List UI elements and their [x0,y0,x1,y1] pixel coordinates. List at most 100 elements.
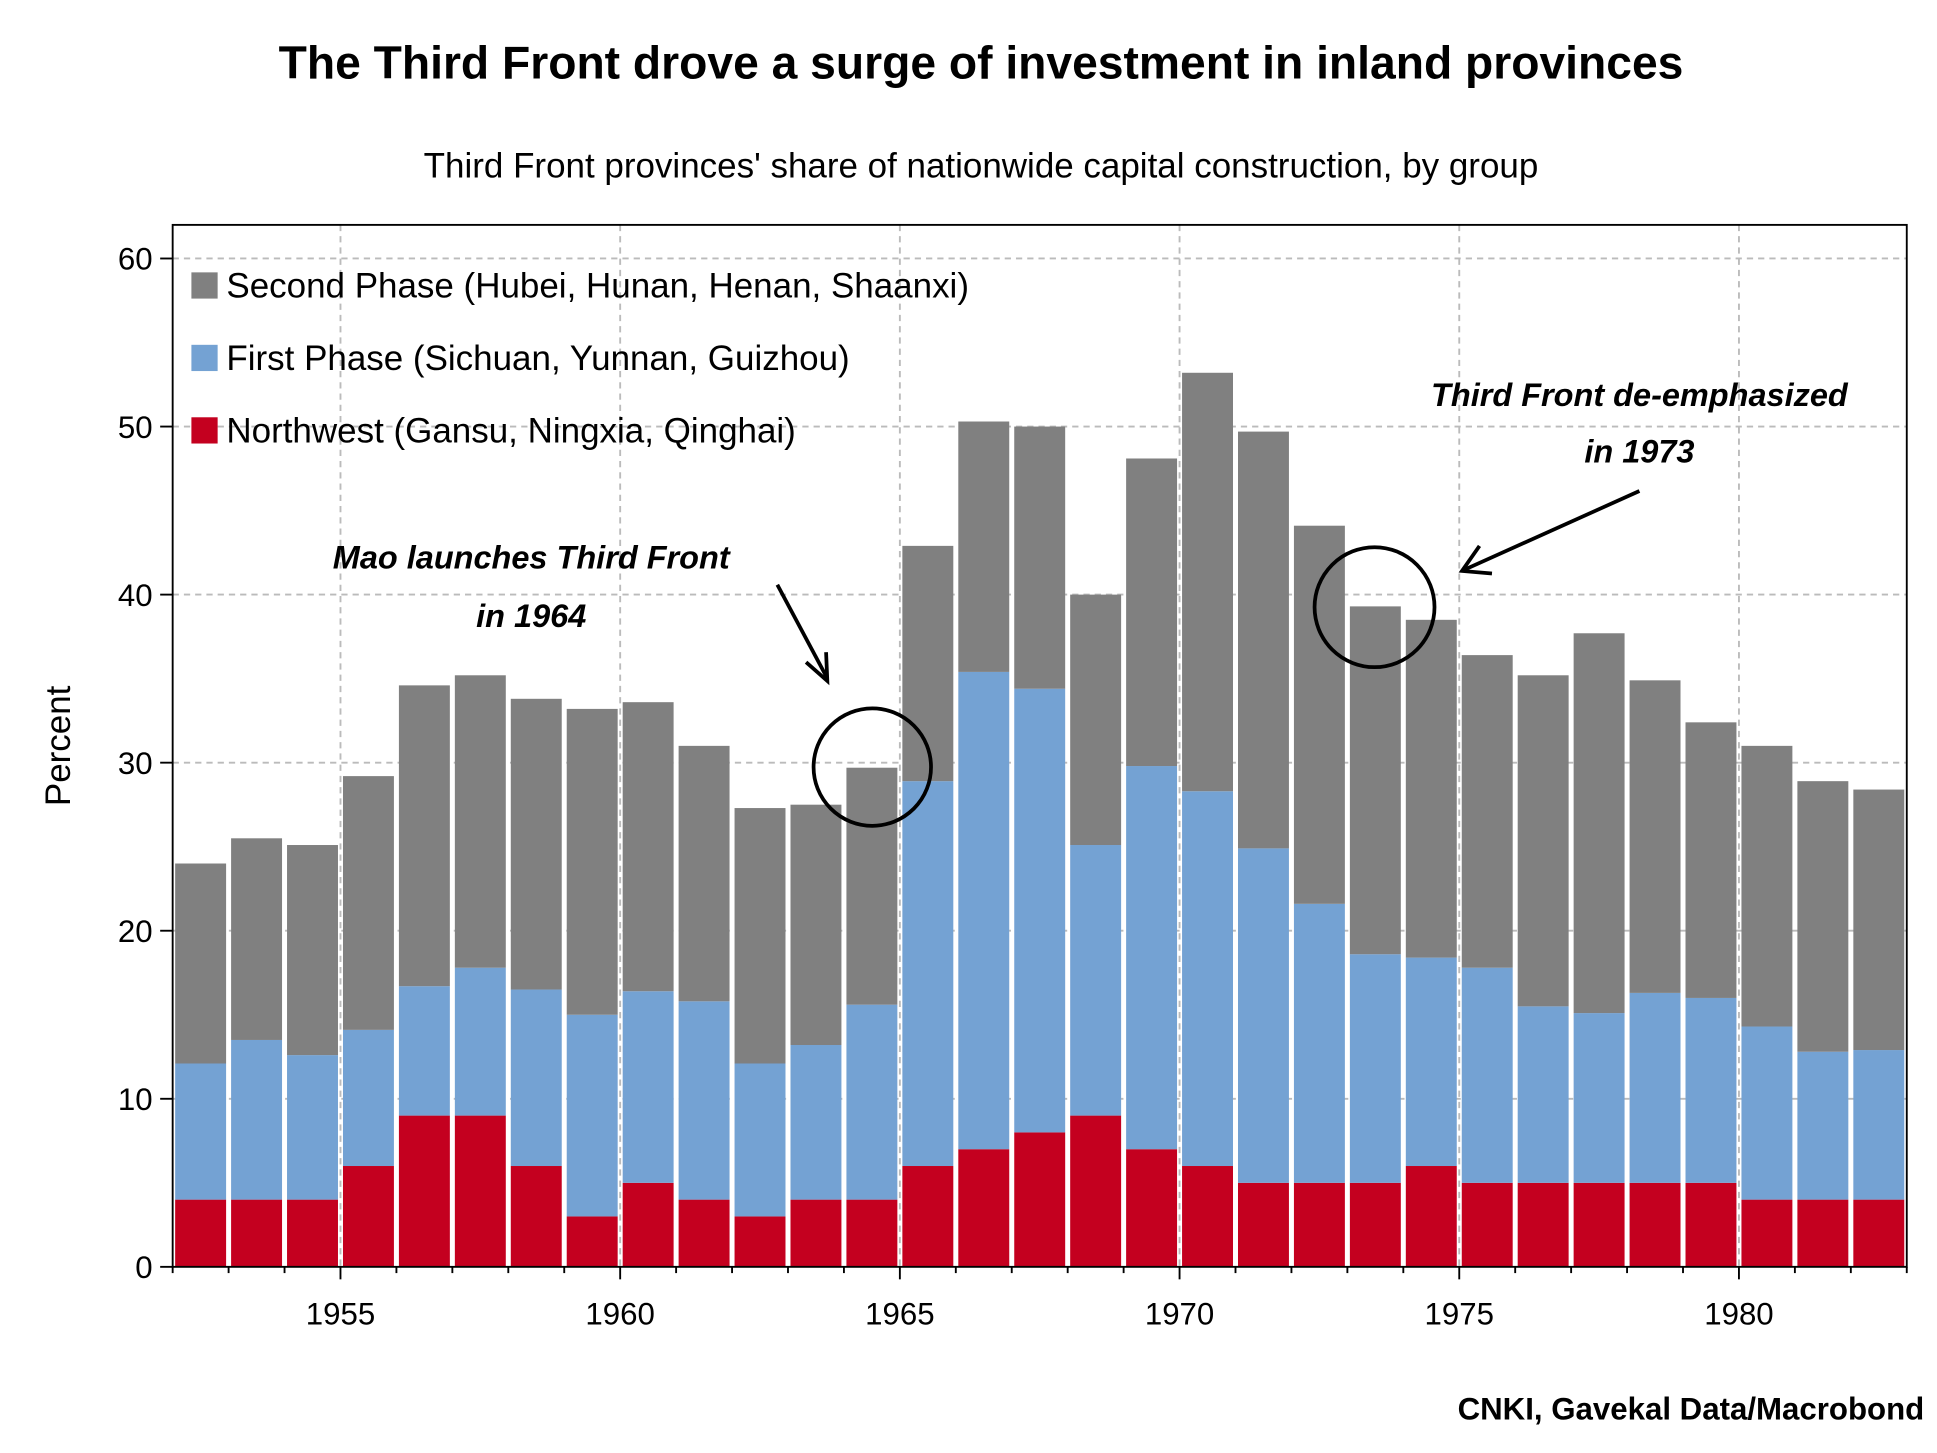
bar-1960-series-1 [622,991,674,1183]
bar-1974-series-0 [1405,1166,1457,1267]
bar-1964-series-2 [846,767,898,1005]
bar-1956-series-2 [398,685,450,987]
x-tick-label: 1965 [865,1296,934,1331]
bar-1963-series-1 [790,1045,842,1200]
legend-label: First Phase (Sichuan, Yunnan, Guizhou) [226,339,849,378]
bar-1959-series-1 [566,1014,618,1217]
bar-1953-series-1 [231,1039,283,1200]
x-axis: 1955 1960 1965 1970 1975 1980 [171,1266,1908,1331]
bar-1954-series-0 [287,1199,338,1267]
x-tick-label: 1975 [1425,1296,1494,1331]
bar-1969-series-2 [1126,458,1178,767]
x-tick-label: 1960 [585,1296,654,1331]
bar-1955-series-0 [342,1166,394,1267]
legend-label: Northwest (Gansu, Ningxia, Qinghai) [226,411,795,450]
bar-1952-series-0 [175,1199,227,1267]
bar-1962-series-0 [734,1216,786,1267]
bar-1980-series-0 [1741,1199,1793,1267]
y-tick-label: 20 [118,914,153,949]
legend-swatch [191,417,218,444]
legend: Second Phase (Hubei, Hunan, Henan, Shaan… [191,266,969,450]
bar-1979-series-2 [1685,722,1737,998]
bar-1975-series-1 [1461,967,1513,1183]
bar-1976-series-0 [1517,1182,1569,1267]
bar-1968-series-1 [1070,845,1122,1116]
highlight-circle [1312,545,1437,670]
x-tick-label: 1955 [306,1296,375,1331]
bar-1972-series-1 [1293,903,1345,1183]
bar-1955-series-2 [342,776,394,1030]
bar-1965-series-1 [902,781,954,1167]
bar-1976-series-2 [1517,675,1569,1007]
bar-1965-series-2 [902,545,954,782]
bar-1972-series-0 [1293,1182,1345,1267]
bar-1958-series-1 [510,989,562,1167]
bar-1973-series-1 [1349,954,1401,1183]
arrowhead [804,652,830,686]
bar-1980-series-2 [1741,745,1793,1027]
bar-1962-series-1 [734,1063,786,1217]
x-tick-label: 1970 [1145,1296,1214,1331]
bar-1980-series-1 [1741,1026,1793,1200]
bar-1964-series-0 [846,1199,898,1267]
chart-subtitle: Third Front provinces' share of nationwi… [424,146,1539,185]
bar-1957-series-0 [454,1115,506,1267]
bar-1958-series-2 [510,698,562,990]
y-axis-label: Percent [39,685,78,806]
svg-text:Third Front de-emphasized: Third Front de-emphasized [1431,377,1849,413]
bar-1961-series-0 [678,1199,730,1267]
bar-1952-series-1 [175,1063,227,1200]
bars [175,372,1905,1267]
bar-1952-series-2 [175,863,227,1064]
source-note: CNKI, Gavekal Data/Macrobond [1458,1391,1925,1426]
bar-1973-series-2 [1349,606,1401,955]
arrow [775,583,829,680]
bar-1973-series-0 [1349,1182,1401,1267]
y-tick-label: 10 [118,1082,153,1117]
arrowhead [1458,544,1493,576]
bar-1967-series-2 [1014,426,1066,689]
bar-1969-series-0 [1126,1149,1178,1267]
legend-swatch [191,344,218,372]
svg-text:in 1964: in 1964 [476,598,586,634]
bar-1968-series-0 [1070,1115,1122,1267]
bar-1975-series-0 [1461,1182,1513,1267]
bar-1963-series-0 [790,1199,842,1267]
bar-1977-series-0 [1573,1182,1625,1267]
y-tick-label: 30 [118,746,153,781]
bar-1971-series-1 [1237,848,1289,1183]
bar-1977-series-2 [1573,633,1625,1014]
bar-1953-series-0 [231,1199,283,1267]
y-axis: 0 10 20 30 40 50 60 [118,242,173,1285]
annotation-1973: Third Front de-emphasized in 1973 [1312,377,1849,670]
bar-1966-series-0 [958,1149,1010,1267]
bar-1954-series-2 [287,845,338,1056]
bar-1974-series-2 [1405,619,1457,958]
bar-1982-series-2 [1853,789,1905,1051]
bar-1957-series-1 [454,967,506,1116]
bar-1965-series-0 [902,1166,954,1267]
bar-1959-series-0 [566,1216,618,1267]
bar-1982-series-0 [1853,1199,1905,1267]
svg-text:Mao launches Third Front: Mao launches Third Front [333,539,731,575]
bar-1978-series-0 [1629,1182,1681,1267]
bar-1961-series-1 [678,1001,730,1200]
bar-1978-series-1 [1629,992,1681,1183]
bar-1978-series-2 [1629,680,1681,993]
bar-1960-series-2 [622,702,674,992]
bar-1963-series-2 [790,804,842,1046]
y-tick-label: 60 [118,242,153,277]
bar-1953-series-2 [231,838,283,1040]
bar-1956-series-1 [398,986,450,1116]
bar-1970-series-1 [1182,791,1234,1167]
bar-1962-series-2 [734,808,786,1064]
bar-1981-series-0 [1797,1199,1849,1267]
bar-1966-series-1 [958,671,1010,1150]
annotation-1964: Mao launches Third Front in 1964 [333,539,933,828]
bar-1972-series-2 [1293,525,1345,904]
bar-1966-series-2 [958,421,1010,672]
bar-1969-series-1 [1126,766,1178,1150]
chart-title: The Third Front drove a surge of investm… [279,37,1684,89]
bar-1981-series-1 [1797,1051,1849,1200]
